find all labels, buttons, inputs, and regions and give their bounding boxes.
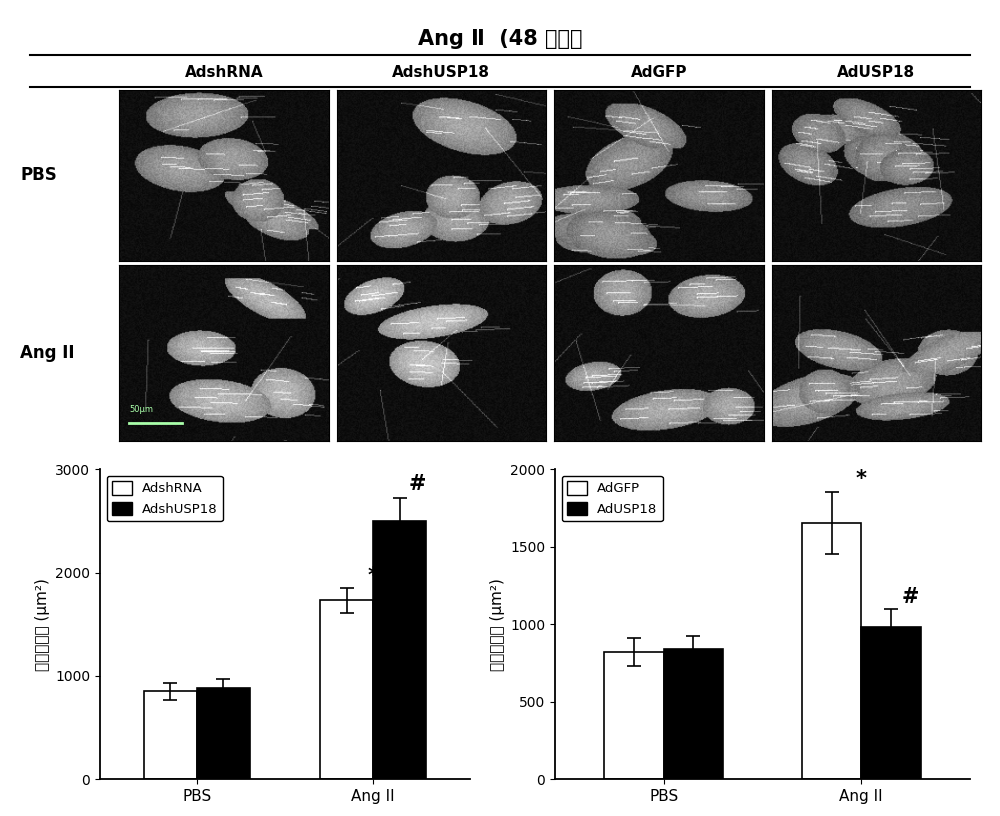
Text: 50μm: 50μm [129,406,153,415]
Bar [664,649,723,779]
Text: AdUSP18: AdUSP18 [837,65,915,80]
Text: AdshUSP18: AdshUSP18 [392,65,490,80]
Bar [802,524,861,779]
Bar [373,521,426,779]
Bar [320,601,373,779]
Text: PBS: PBS [20,166,57,184]
Text: #: # [902,588,919,607]
Bar [197,689,250,779]
Bar [144,691,197,779]
Text: *: * [856,469,867,490]
Text: #: # [408,474,426,494]
Text: *: * [368,566,379,586]
Text: AdGFP: AdGFP [631,65,687,80]
Bar [861,628,921,779]
Y-axis label: 细胞表面积 (μm²): 细胞表面积 (μm²) [35,578,50,671]
Text: Ang Ⅱ  (48 小时）: Ang Ⅱ (48 小时） [418,29,582,49]
Text: AdshRNA: AdshRNA [184,65,263,80]
Legend: AdGFP, AdUSP18: AdGFP, AdUSP18 [562,476,663,521]
Bar [604,652,664,779]
Text: Ang II: Ang II [20,344,74,362]
Y-axis label: 细胞表面积 (μm²): 细胞表面积 (μm²) [490,578,505,671]
Legend: AdshRNA, AdshUSP18: AdshRNA, AdshUSP18 [107,476,223,521]
